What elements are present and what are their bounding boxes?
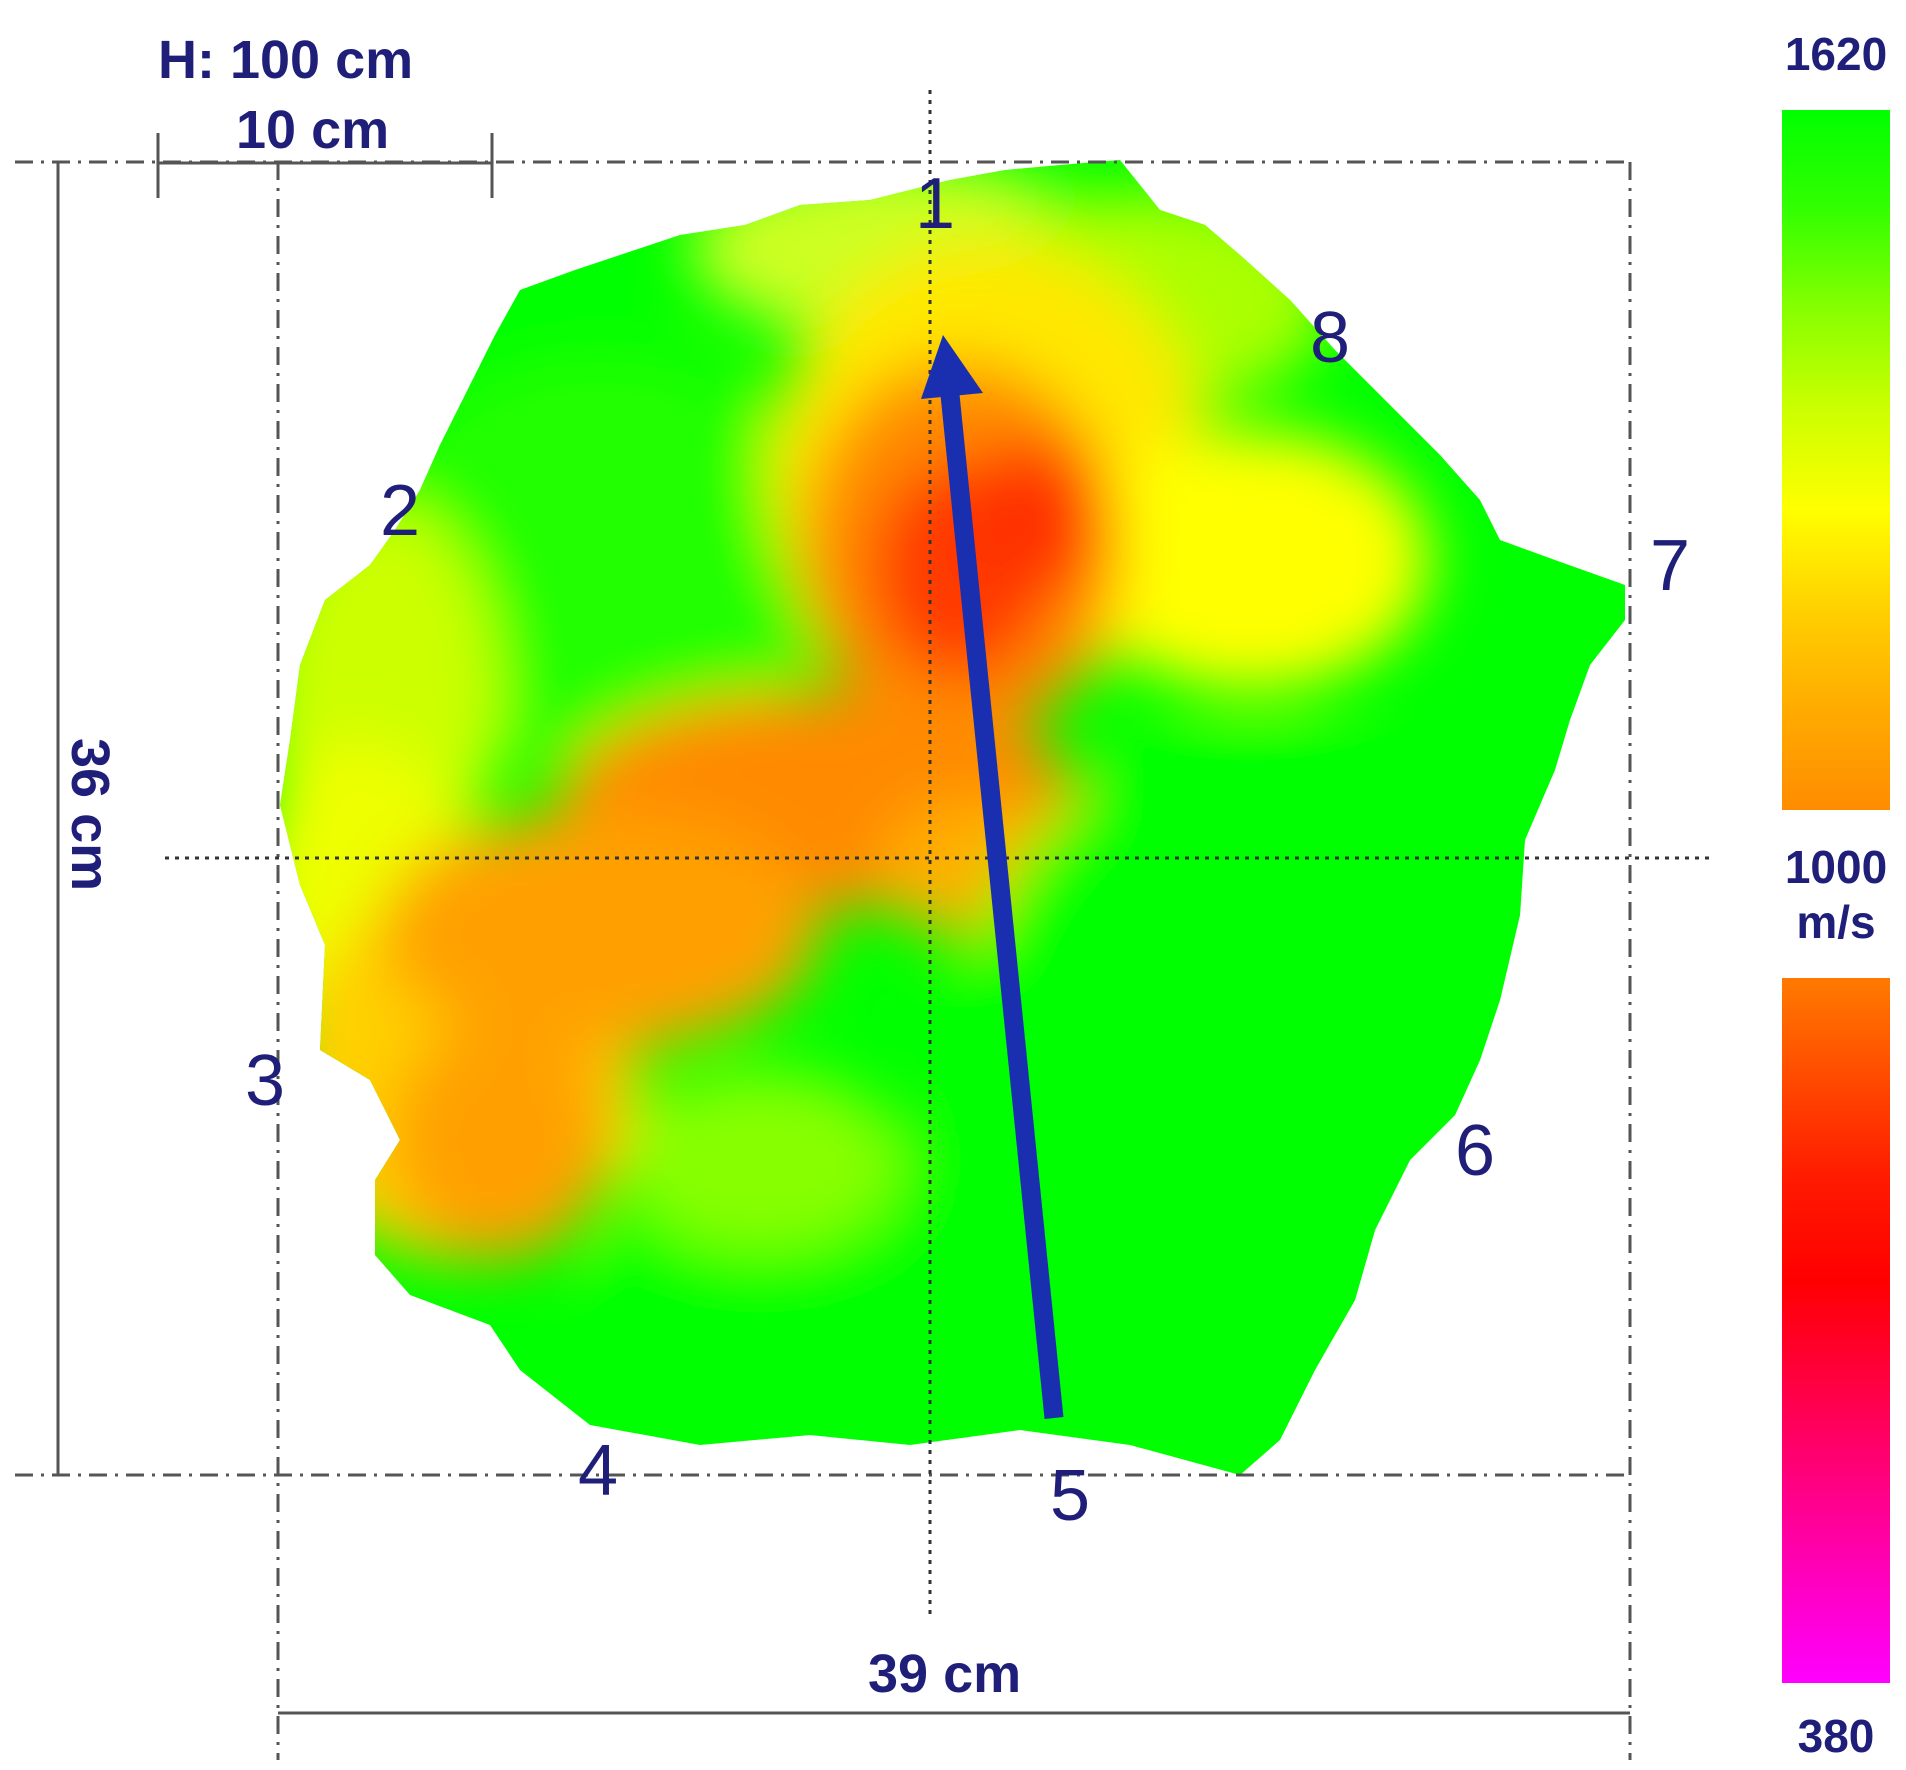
center-crosshair [165,90,1710,1620]
colorbar-mid-label: 1000 [1785,841,1887,893]
colorbar: 1620 1000 m/s 380 [1782,28,1890,1762]
direction-arrow [921,335,1064,1419]
sensor-label-1: 1 [915,164,955,244]
sensor-label-8: 8 [1310,298,1350,378]
colorbar-upper [1782,110,1890,810]
sensor-label-5: 5 [1050,1456,1090,1536]
arrow-shaft [938,374,1064,1419]
sensor-label-4: 4 [578,1431,618,1511]
width-label: 39 cm [868,1644,1021,1704]
colorbar-lower [1782,978,1890,1683]
sensor-labels: 1 2 3 4 5 6 7 8 [245,164,1690,1536]
colorbar-max-label: 1620 [1785,28,1887,80]
dimension-lines [56,133,1630,1715]
sensor-label-7: 7 [1650,526,1690,606]
sensor-label-2: 2 [380,471,420,551]
scale-bar-label: 10 cm [236,100,389,160]
arrow-head [921,335,983,399]
depth-label: 36 cm [60,738,120,891]
sensor-label-3: 3 [245,1041,285,1121]
height-label: H: 100 cm [158,30,413,90]
sensor-label-6: 6 [1455,1111,1495,1191]
colorbar-min-label: 380 [1798,1710,1875,1762]
colorbar-unit-label: m/s [1796,896,1875,948]
